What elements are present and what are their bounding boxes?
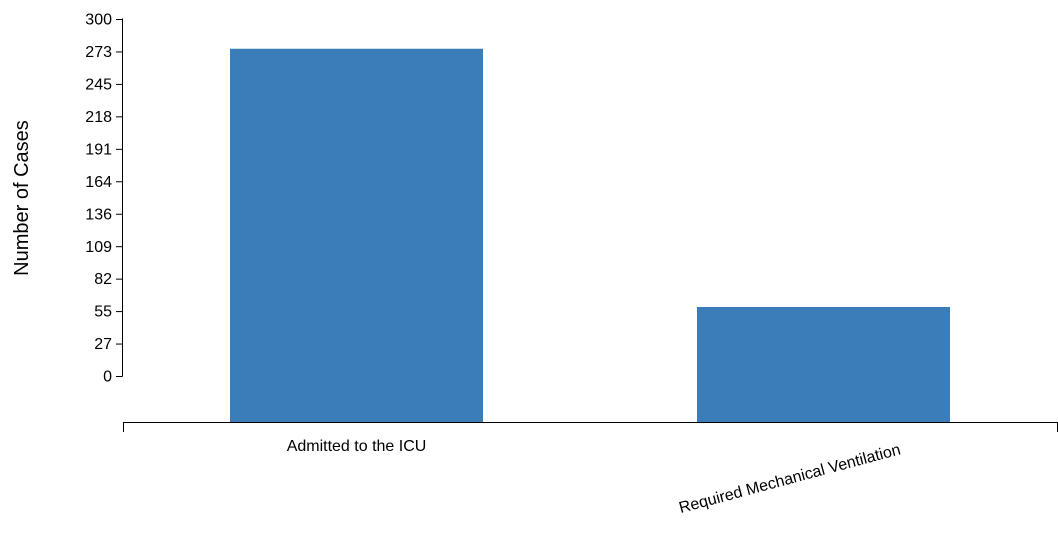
x-tick-label: Required Mechanical Ventilation	[677, 441, 902, 517]
y-ticks: 0 27 55 82 109 136 164 191 218 245 273 300	[85, 12, 123, 386]
y-tick-label: 273	[85, 44, 112, 61]
y-tick-label: 164	[85, 174, 112, 191]
bar-admitted-to-icu	[230, 48, 483, 422]
y-tick-label: 218	[85, 109, 112, 126]
x-ticks: Admitted to the ICU Required Mechanical V…	[287, 438, 903, 517]
y-tick-label: 55	[94, 304, 112, 321]
y-axis-title: Number of Cases	[11, 120, 33, 276]
y-tick-label: 0	[103, 369, 112, 386]
y-tick-label: 245	[85, 77, 112, 94]
bar-required-mechanical-ventilation	[697, 306, 950, 422]
x-tick-label: Admitted to the ICU	[287, 438, 427, 455]
bars	[230, 48, 950, 422]
y-tick-label: 136	[85, 206, 112, 223]
x-axis-line	[123, 422, 1058, 432]
y-axis: 0 27 55 82 109 136 164 191 218 245 273 300	[85, 12, 123, 386]
y-tick-label: 300	[85, 12, 112, 29]
y-tick-label: 191	[85, 141, 112, 158]
x-axis: Admitted to the ICU Required Mechanical V…	[123, 422, 1058, 517]
y-tick-label: 82	[94, 271, 112, 288]
y-tick-label: 27	[94, 336, 112, 353]
y-tick-label: 109	[85, 239, 112, 256]
